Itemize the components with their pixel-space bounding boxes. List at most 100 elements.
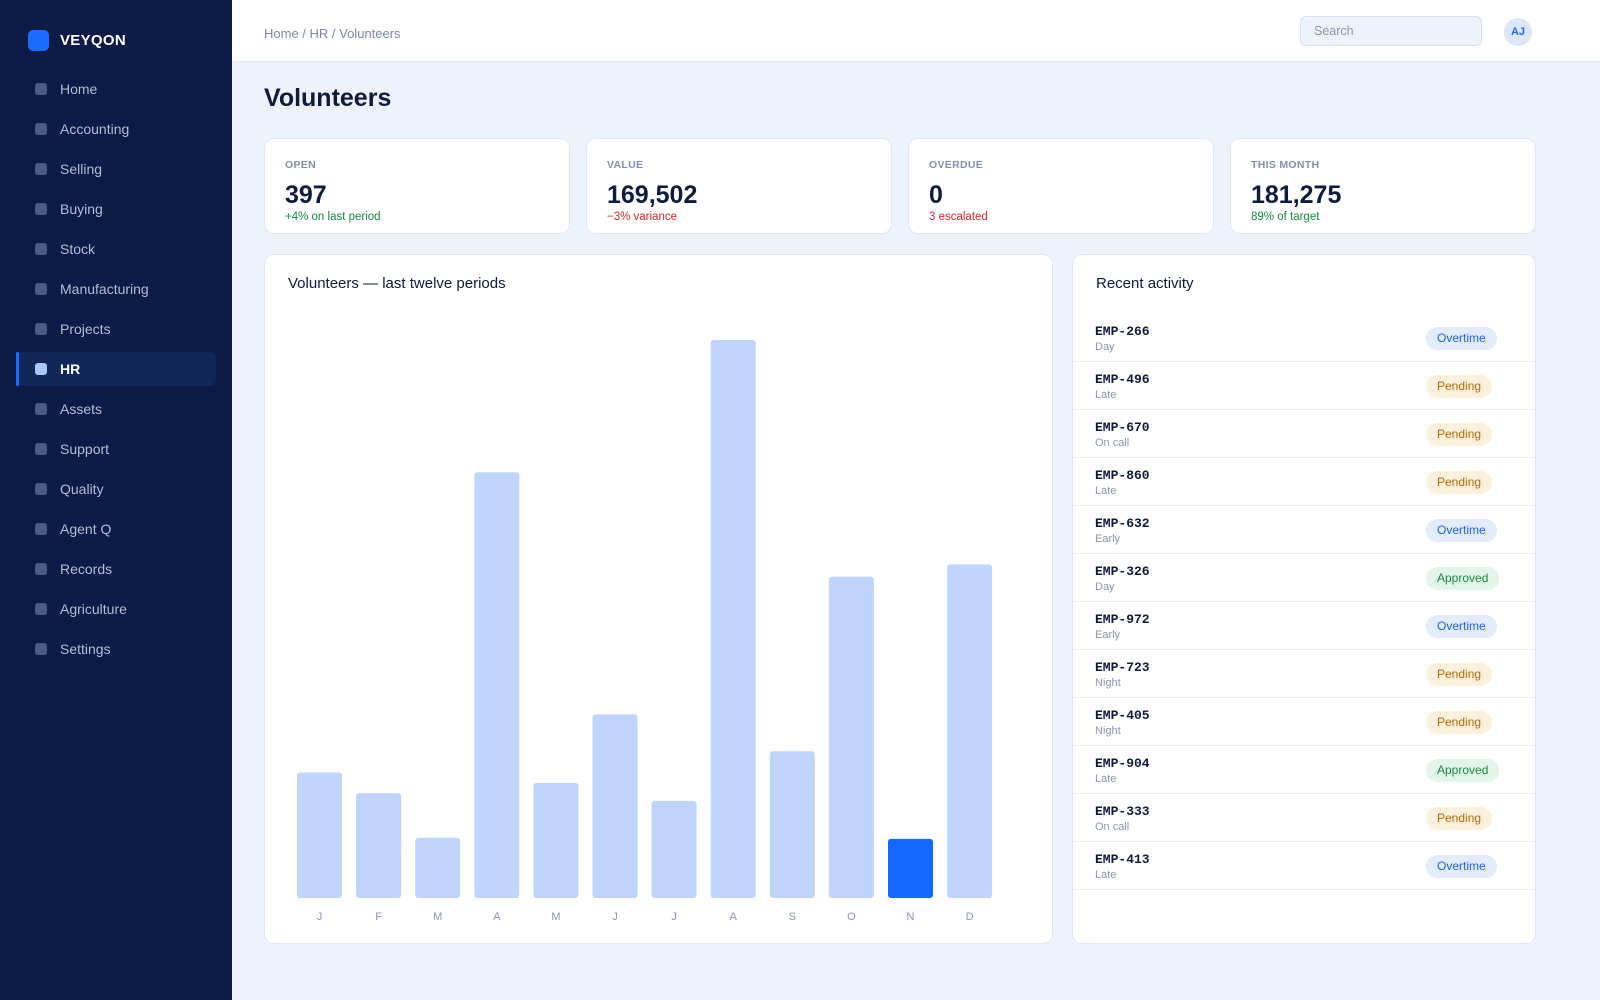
stat-delta: 89% of target: [1251, 211, 1320, 223]
search-input[interactable]: [1300, 16, 1482, 46]
chart-bar-8[interactable]: [710, 340, 756, 898]
nav-square-icon: [35, 603, 47, 615]
avatar[interactable]: AJ: [1504, 18, 1532, 46]
sidebar-item-stock[interactable]: Stock: [16, 232, 216, 266]
activity-row[interactable]: EMP-972 Early Overtime: [1073, 602, 1535, 650]
employee-id: EMP-860: [1095, 468, 1150, 483]
chart-bar-1[interactable]: [297, 772, 342, 898]
chart-bar-7[interactable]: [651, 800, 697, 898]
activity-row[interactable]: EMP-632 Early Overtime: [1073, 506, 1535, 554]
nav-square-icon: [35, 123, 47, 135]
x-tick-label: J: [612, 911, 618, 923]
employee-id: EMP-723: [1095, 660, 1150, 675]
status-badge: Approved: [1426, 759, 1500, 782]
shift-label: On call: [1095, 437, 1130, 449]
employee-id: EMP-326: [1095, 564, 1150, 579]
activity-row[interactable]: EMP-496 Late Pending: [1073, 362, 1535, 410]
sidebar-item-buying[interactable]: Buying: [16, 192, 216, 226]
sidebar-item-label: Support: [60, 441, 110, 457]
stat-value: 397: [285, 181, 327, 209]
employee-id: EMP-670: [1095, 420, 1150, 435]
stat-value: 0: [929, 181, 943, 209]
nav-square-icon: [35, 523, 47, 535]
page-title: Volunteers: [264, 84, 392, 112]
employee-id: EMP-413: [1095, 852, 1150, 867]
sidebar-item-label: Records: [60, 561, 113, 577]
x-tick-label: J: [317, 911, 323, 923]
x-tick-label: O: [847, 911, 856, 923]
brand[interactable]: VEYQON: [28, 30, 126, 51]
nav-square-icon: [35, 243, 47, 255]
shift-label: Early: [1095, 629, 1121, 641]
sidebar-item-support[interactable]: Support: [16, 432, 216, 466]
activity-row[interactable]: EMP-723 Night Pending: [1073, 650, 1535, 698]
sidebar-item-hr[interactable]: HR: [16, 352, 216, 386]
chart-bar-11[interactable]: [888, 838, 933, 898]
activity-row[interactable]: EMP-670 On call Pending: [1073, 410, 1535, 458]
sidebar-item-assets[interactable]: Assets: [16, 392, 216, 426]
nav-square-icon: [35, 563, 47, 575]
sidebar-item-home[interactable]: Home: [16, 72, 216, 106]
stat-label: OPEN: [285, 159, 316, 171]
sidebar-item-quality[interactable]: Quality: [16, 472, 216, 506]
employee-id: EMP-632: [1095, 516, 1150, 531]
nav-square-icon: [35, 163, 47, 175]
activity-row[interactable]: EMP-326 Day Approved: [1073, 554, 1535, 602]
status-badge: Pending: [1426, 711, 1493, 734]
sidebar-item-manufacturing[interactable]: Manufacturing: [16, 272, 216, 306]
sidebar-item-label: Buying: [60, 201, 103, 217]
activity-row[interactable]: EMP-266 Day Overtime: [1073, 314, 1535, 362]
shift-label: Late: [1095, 773, 1117, 785]
shift-label: Day: [1095, 341, 1115, 353]
sidebar-item-accounting[interactable]: Accounting: [16, 112, 216, 146]
x-tick-label: N: [907, 911, 915, 923]
sidebar-item-label: Manufacturing: [60, 281, 149, 297]
activity-row[interactable]: EMP-333 On call Pending: [1073, 794, 1535, 842]
chart-bar-2[interactable]: [356, 793, 402, 898]
chart-bar-9[interactable]: [769, 751, 815, 898]
stat-card-open: OPEN 397 +4% on last period: [264, 138, 570, 234]
nav-square-icon: [35, 323, 47, 335]
status-badge: Overtime: [1426, 615, 1497, 638]
sidebar-item-projects[interactable]: Projects: [16, 312, 216, 346]
chart-bar-10[interactable]: [828, 576, 874, 898]
sidebar-item-settings[interactable]: Settings: [16, 632, 216, 666]
activity-row[interactable]: EMP-405 Night Pending: [1073, 698, 1535, 746]
nav-square-icon: [35, 403, 47, 415]
activity-row[interactable]: EMP-904 Late Approved: [1073, 746, 1535, 794]
status-badge: Pending: [1426, 423, 1493, 446]
employee-id: EMP-496: [1095, 372, 1150, 387]
sidebar-item-label: Selling: [60, 161, 103, 177]
sidebar-item-agriculture[interactable]: Agriculture: [16, 592, 216, 626]
stat-value: 169,502: [607, 181, 698, 209]
shift-label: Late: [1095, 485, 1117, 497]
nav-square-icon: [35, 363, 47, 375]
x-tick-label: M: [551, 911, 560, 923]
shift-label: On call: [1095, 821, 1130, 833]
x-tick-label: F: [375, 911, 382, 923]
chart-bar-5[interactable]: [533, 783, 579, 898]
status-badge: Pending: [1426, 471, 1493, 494]
x-tick-label: S: [789, 911, 796, 923]
chart-bar-3[interactable]: [415, 837, 461, 898]
sidebar-item-label: Home: [60, 81, 98, 97]
shift-label: Late: [1095, 869, 1117, 881]
sidebar-item-records[interactable]: Records: [16, 552, 216, 586]
status-badge: Overtime: [1426, 519, 1497, 542]
nav-square-icon: [35, 643, 47, 655]
sidebar-item-label: Agriculture: [60, 601, 127, 617]
chart-bar-6[interactable]: [592, 714, 638, 898]
chart-bar-4[interactable]: [474, 472, 520, 898]
status-badge: Approved: [1426, 567, 1500, 590]
stat-value: 181,275: [1251, 181, 1342, 209]
sidebar: VEYQON Home Accounting Selling Buying Stock M…: [0, 0, 232, 1000]
sidebar-item-label: Quality: [60, 481, 104, 497]
chart-title: Volunteers — last twelve periods: [288, 275, 506, 292]
sidebar-item-selling[interactable]: Selling: [16, 152, 216, 186]
chart-bar-12[interactable]: [947, 564, 993, 898]
employee-id: EMP-266: [1095, 324, 1150, 339]
activity-row[interactable]: EMP-413 Late Overtime: [1073, 842, 1535, 890]
sidebar-item-agent-q[interactable]: Agent Q: [16, 512, 216, 546]
activity-row[interactable]: EMP-860 Late Pending: [1073, 458, 1535, 506]
